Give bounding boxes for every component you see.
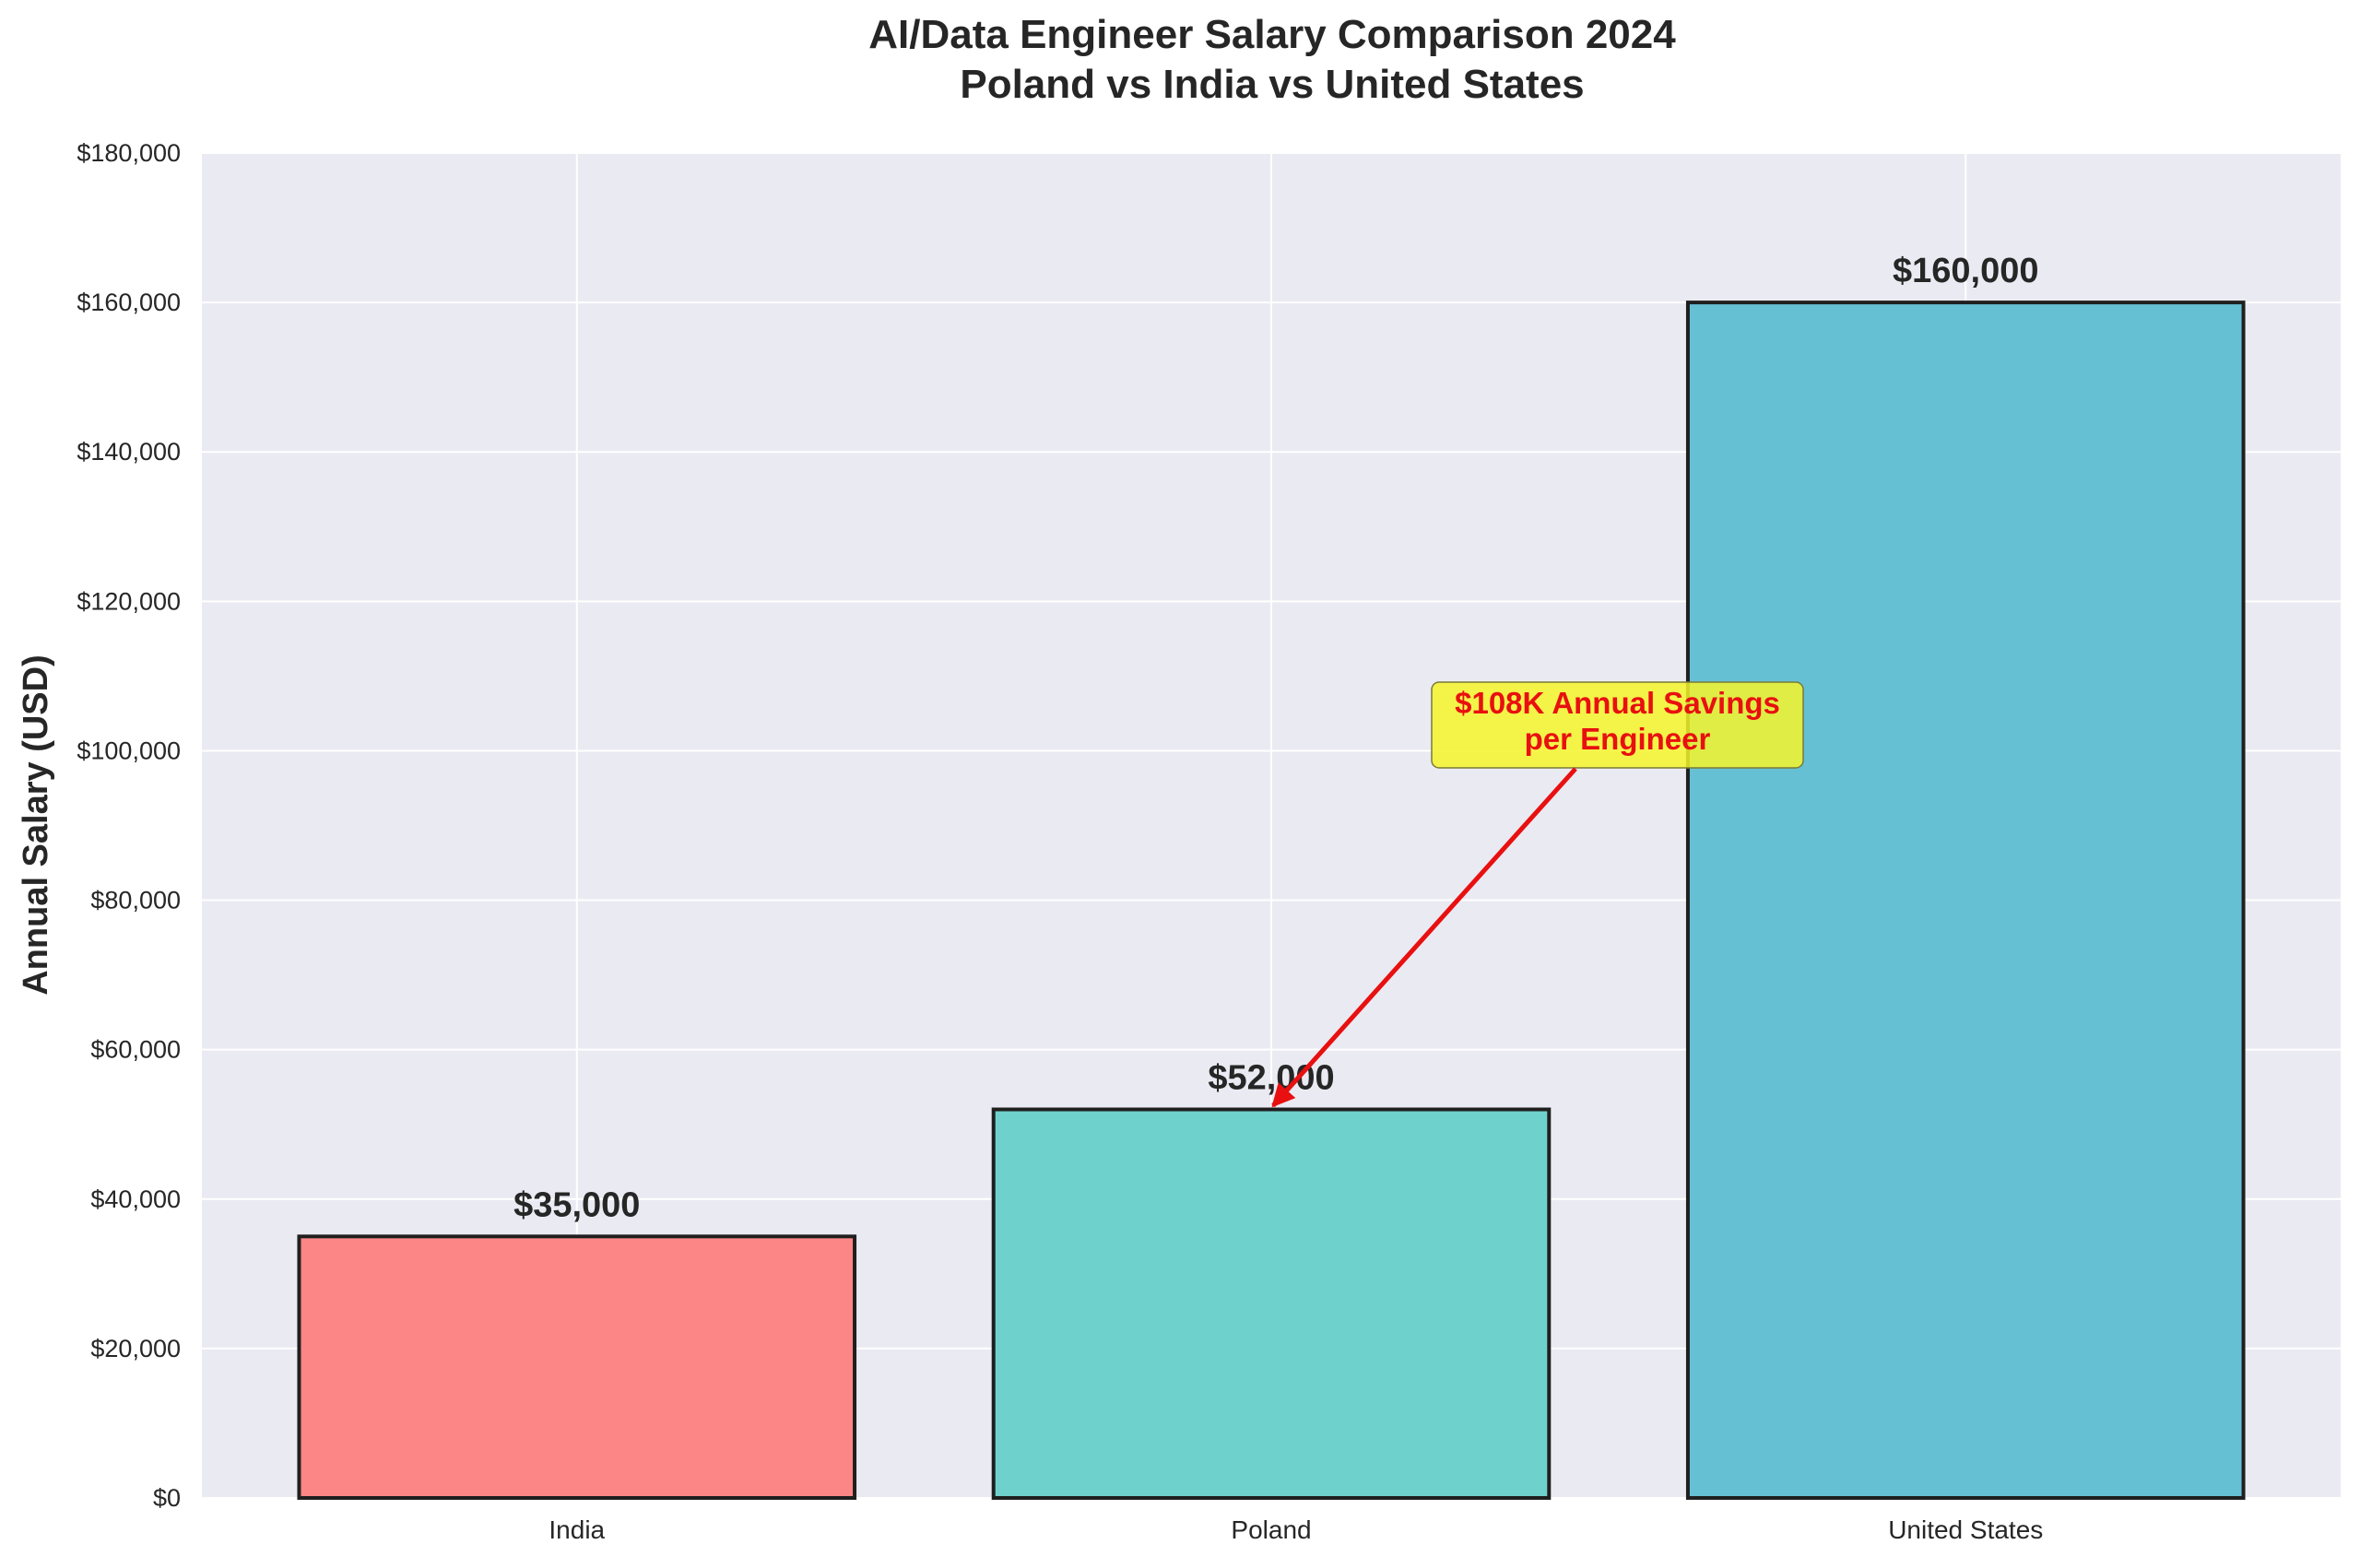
y-tick-label: $160,000 [77, 289, 181, 316]
y-tick-label: $0 [153, 1484, 181, 1512]
x-axis-ticks: India Poland United States [549, 1515, 2043, 1544]
value-label: $52,000 [1208, 1059, 1334, 1098]
annotation-text-line: $108K Annual Savings [1455, 686, 1780, 720]
chart-title-line-2: Poland vs India vs United States [960, 62, 1584, 107]
bar-poland [991, 1107, 1552, 1500]
y-tick-label: $60,000 [90, 1036, 181, 1064]
bar-india [297, 1234, 857, 1500]
x-tick-label: Poland [1231, 1515, 1311, 1544]
x-tick-label: United States [1888, 1515, 2043, 1544]
y-axis-label: Annual Salary (USD) [17, 654, 55, 996]
annotation-arrow [1271, 767, 1577, 1108]
bars [297, 301, 2246, 1501]
y-tick-label: $40,000 [90, 1185, 181, 1213]
y-tick-label: $120,000 [77, 587, 181, 615]
y-axis-ticks: $0 $20,000 $40,000 $60,000 $80,000 $100,000 $1… [77, 139, 181, 1512]
value-labels: $35,000 $52,000 $160,000 [513, 252, 2038, 1224]
y-tick-label: $180,000 [77, 139, 181, 167]
bar-united-states [1685, 301, 2246, 1501]
y-tick-label: $20,000 [90, 1335, 181, 1362]
value-label: $35,000 [513, 1185, 640, 1224]
y-tick-label: $80,000 [90, 887, 181, 914]
annotation-text-line: per Engineer [1525, 722, 1711, 756]
y-tick-label: $140,000 [77, 438, 181, 466]
y-tick-label: $100,000 [77, 737, 181, 764]
value-label: $160,000 [1893, 252, 2039, 290]
chart-title-line-1: AI/Data Engineer Salary Comparison 2024 [868, 12, 1676, 57]
annotation-box [1431, 681, 1804, 769]
x-tick-label: India [549, 1515, 605, 1544]
